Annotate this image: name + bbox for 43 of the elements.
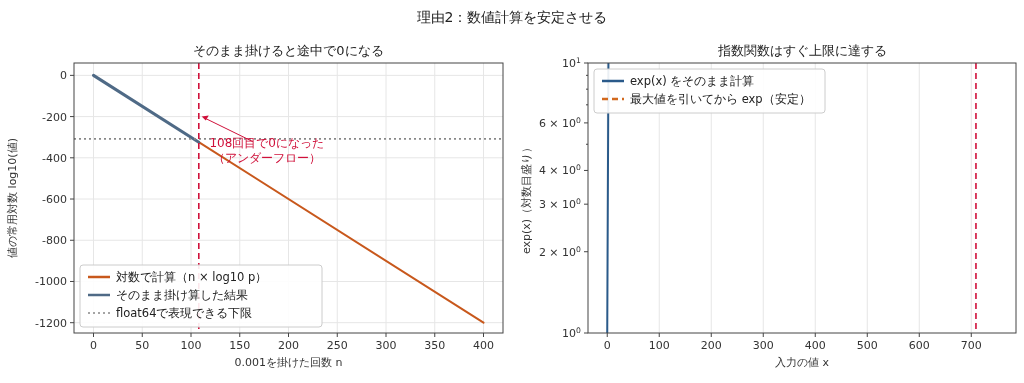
annotation: 108回目で0になった（アンダーフロー） [209, 135, 325, 165]
y-tick-label: -600 [42, 193, 67, 207]
x-tick-label: 100 [648, 339, 670, 352]
x-tick-label: 0 [603, 339, 611, 352]
legend-label: exp(x) をそのまま計算 [630, 74, 755, 88]
legend-label: float64で表現できる下限 [116, 306, 253, 320]
y-tick-label: 3 × 10$^{0}$ [538, 196, 582, 212]
x-tick-label: 400 [473, 339, 494, 352]
chart-title: 指数関数はすぐ上限に達する [716, 43, 887, 58]
x-tick-label: 400 [804, 339, 826, 352]
y-axis-title: 値の常用対数 log10(値) [6, 138, 19, 258]
x-axis-title: 0.001を掛けた回数 n [234, 356, 343, 369]
y-axis-title: exp(x)（対数目盛り） [520, 141, 533, 255]
x-tick-label: 300 [752, 339, 774, 352]
x-tick-label: 300 [375, 339, 397, 352]
legend-label: そのまま掛け算した結果 [116, 288, 248, 302]
y-tick-label: 0 [60, 69, 67, 83]
chart-title: そのまま掛けると途中で0になる [193, 43, 384, 58]
legend-label: 最大値を引いてから exp（安定） [630, 92, 811, 106]
x-tick-label: 50 [135, 339, 150, 352]
y-tick-label: -1200 [35, 316, 67, 330]
legend-label: 対数で計算（n × log10 p） [116, 270, 268, 284]
x-tick-label: 350 [424, 339, 446, 352]
x-tick-label: 700 [960, 339, 982, 352]
x-tick-label: 250 [326, 339, 348, 352]
y-tick-label: -400 [42, 151, 67, 165]
x-tick-label: 200 [700, 339, 722, 352]
x-tick-label: 0 [90, 339, 97, 352]
x-tick-label: 100 [180, 339, 202, 352]
y-tick-label: 6 × 10$^{0}$ [538, 115, 582, 130]
y-tick-label: 2 × 10$^{0}$ [538, 244, 582, 259]
y-tick-label: 10$^{1}$ [562, 55, 582, 70]
y-tick-label: -200 [42, 110, 67, 124]
y-tick-label: -800 [42, 234, 67, 248]
text: 理由2：数値計算を安定させる [416, 9, 608, 25]
x-tick-label: 600 [908, 339, 930, 352]
x-tick-label: 150 [229, 339, 251, 352]
x-tick-label: 200 [278, 339, 299, 352]
y-tick-label: 10$^{0}$ [562, 325, 582, 340]
y-tick-label: 4 × 10$^{0}$ [538, 162, 582, 178]
y-tick-label: -1000 [35, 275, 67, 289]
x-tick-label: 500 [856, 339, 878, 352]
x-axis-title: 入力の値 x [774, 356, 830, 369]
